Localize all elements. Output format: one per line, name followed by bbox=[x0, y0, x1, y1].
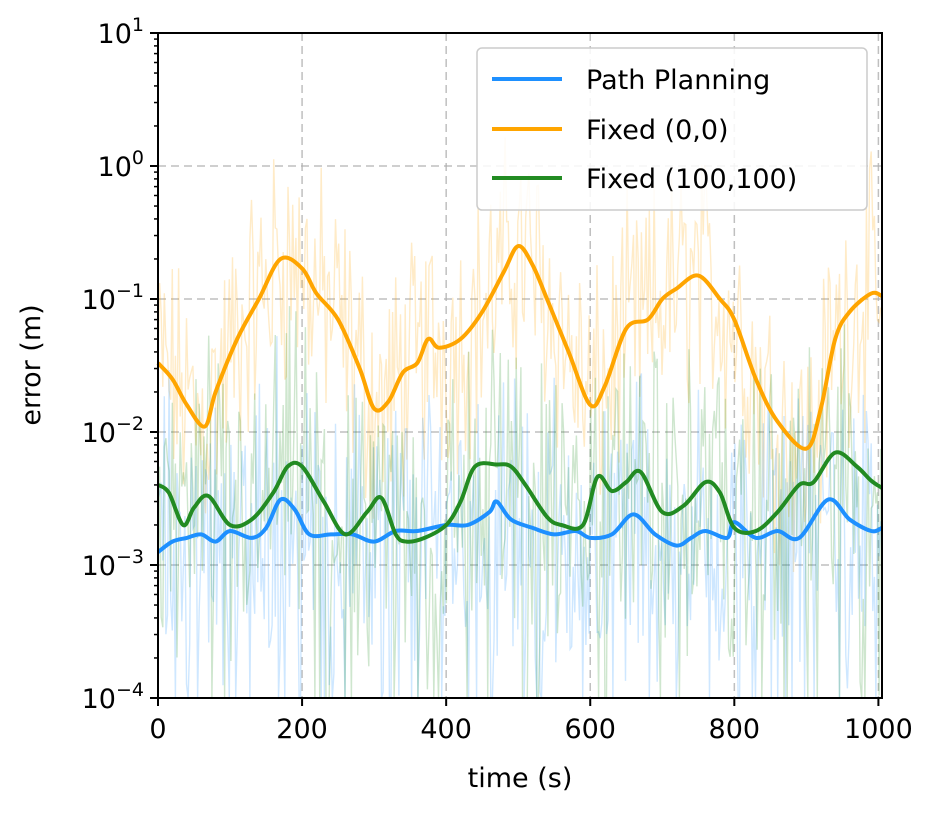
plot-frame bbox=[157, 32, 883, 699]
legend-label-path-planning: Path Planning bbox=[586, 65, 770, 96]
legend: Path Planning Fixed (0,0) Fixed (100,100… bbox=[476, 47, 868, 211]
y-tick-label: 10−1 bbox=[82, 280, 144, 316]
x-tick-label: 800 bbox=[709, 714, 761, 745]
x-tick-label: 1000 bbox=[844, 714, 913, 745]
x-tick-label: 200 bbox=[276, 714, 328, 745]
y-tick-label: 10−4 bbox=[82, 679, 144, 715]
tick-layer: 0 200 400 600 800 1000 10−4 10−3 10−2 10−1 100 101 bbox=[82, 14, 913, 745]
legend-label-fixed-100-100: Fixed (100,100) bbox=[586, 164, 797, 195]
noise-layer bbox=[157, 137, 882, 699]
series-line-1 bbox=[156, 244, 883, 451]
series-line-0 bbox=[156, 496, 883, 554]
y-tick-label: 100 bbox=[98, 147, 144, 183]
raw-signal-2 bbox=[157, 306, 882, 699]
y-axis-label: error (m) bbox=[16, 304, 47, 425]
y-tick-label: 10−3 bbox=[82, 546, 144, 582]
x-axis-label: time (s) bbox=[468, 763, 573, 794]
y-tick-label: 10−2 bbox=[82, 413, 144, 449]
x-tick-label: 600 bbox=[564, 714, 616, 745]
series-line-2 bbox=[156, 450, 884, 544]
x-tick-label: 400 bbox=[420, 714, 472, 745]
x-tick-label: 0 bbox=[149, 714, 166, 745]
legend-box bbox=[476, 47, 868, 211]
y-tick-label: 101 bbox=[98, 14, 144, 50]
series-layer bbox=[156, 244, 884, 554]
legend-label-fixed-0-0: Fixed (0,0) bbox=[586, 115, 729, 146]
